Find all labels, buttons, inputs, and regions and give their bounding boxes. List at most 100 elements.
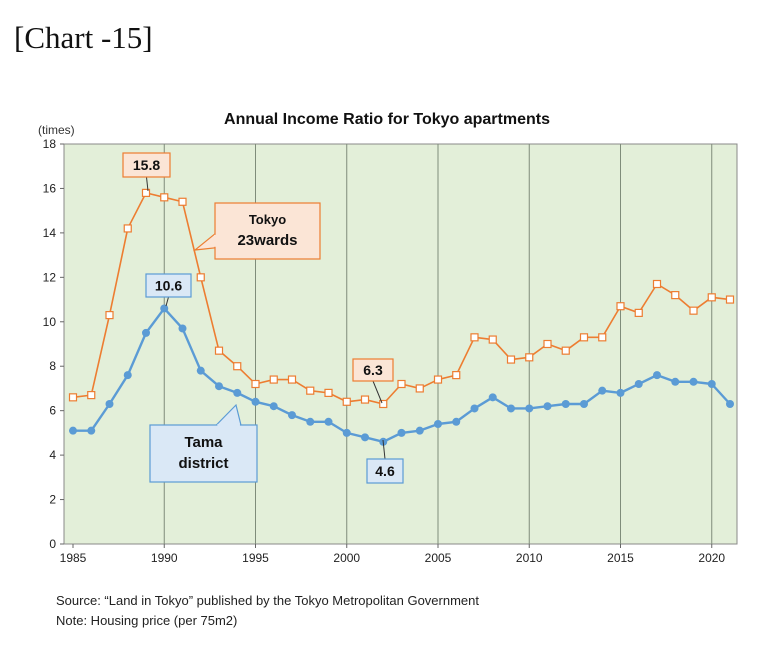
x-tick-label: 2010 [516, 551, 543, 565]
data-label: 4.6 [375, 463, 395, 479]
data-point-tokyo-23wards [634, 308, 643, 317]
data-point-tama-district [215, 382, 223, 391]
data-label: 6.3 [363, 362, 383, 378]
data-label: 15.8 [133, 157, 160, 173]
data-point-tokyo-23wards [579, 333, 589, 342]
data-point-tama-district [689, 377, 698, 386]
data-point-tokyo-23wards [689, 306, 698, 315]
data-point-tokyo-23wards [598, 333, 607, 342]
data-point-tokyo-23wards [269, 375, 278, 384]
data-point-tama-district [397, 428, 406, 437]
data-point-tokyo-23wards [233, 362, 242, 371]
y-tick-label: 4 [49, 448, 56, 462]
x-tick-label: 2020 [698, 551, 725, 565]
data-point-tokyo-23wards [415, 384, 424, 393]
y-tick-label: 12 [43, 270, 57, 284]
data-point-tokyo-23wards [324, 388, 333, 397]
data-point-tokyo-23wards [397, 379, 406, 389]
chart-number-label: [Chart -15] [14, 20, 153, 55]
data-point-tokyo-23wards [707, 293, 716, 302]
y-tick-label: 16 [43, 181, 57, 195]
data-point-tokyo-23wards [488, 335, 497, 344]
data-point-tama-district [105, 400, 114, 408]
data-point-tama-district [434, 420, 442, 428]
x-tick-label: 2005 [425, 551, 452, 565]
data-point-tokyo-23wards [214, 346, 224, 355]
y-tick-label: 6 [49, 404, 56, 418]
data-point-tama-district [653, 371, 661, 380]
data-point-tokyo-23wards [160, 193, 169, 202]
data-point-tama-district [543, 402, 552, 411]
data-point-tama-district [616, 388, 625, 397]
data-point-tokyo-23wards [543, 339, 552, 349]
data-point-tama-district [87, 426, 96, 435]
annotation-leader [165, 296, 169, 307]
data-point-tokyo-23wards [525, 353, 534, 362]
annotation-leader [146, 176, 149, 192]
plot-area [63, 143, 738, 545]
data-point-tokyo-23wards [251, 379, 260, 389]
legend-callout-text: 23wards [237, 232, 297, 249]
data-label: 10.6 [155, 278, 182, 294]
data-point-tama-district [488, 393, 497, 402]
x-tick-label: 2000 [333, 551, 360, 565]
data-point-tokyo-23wards [105, 311, 114, 320]
data-point-tokyo-23wards [433, 375, 443, 384]
data-point-tokyo-23wards [616, 302, 625, 311]
legend-callout-text: Tokyo [249, 212, 286, 227]
y-tick-label: 10 [43, 315, 57, 329]
annotation-box [122, 152, 171, 178]
data-point-tokyo-23wards [123, 224, 132, 233]
data-point-tokyo-23wards [342, 397, 351, 406]
data-point-tokyo-23wards [178, 197, 187, 206]
y-tick-label: 2 [49, 493, 56, 507]
y-tick-label: 18 [43, 137, 57, 151]
data-point-tama-district [580, 400, 588, 408]
data-point-tama-district [598, 386, 607, 395]
housing-price-note: Note: Housing price (per 75m2) [56, 613, 238, 628]
data-point-tama-district [306, 417, 315, 426]
data-point-tokyo-23wards [360, 395, 370, 404]
chart-title: Annual Income Ratio for Tokyo apartments [224, 111, 550, 128]
legend-callout-text: Tama [184, 434, 223, 451]
data-point-tokyo-23wards [506, 355, 516, 364]
y-axis-unit-label: (times) [38, 123, 75, 137]
source-note: Source: “Land in Tokyo” published by the… [56, 593, 479, 608]
data-point-tama-district [324, 417, 333, 426]
data-point-tokyo-23wards [196, 273, 205, 282]
legend-callout-text: district [178, 455, 228, 472]
annotation-box [366, 458, 404, 484]
annotation-leader [382, 439, 386, 460]
data-point-tama-district [178, 324, 187, 333]
annotation-leader [372, 380, 383, 404]
data-point-tama-district [123, 371, 132, 380]
data-point-tokyo-23wards [306, 386, 315, 395]
data-point-tama-district [561, 400, 570, 408]
x-tick-label: 1995 [242, 551, 269, 565]
data-point-tokyo-23wards [725, 295, 735, 304]
data-point-tokyo-23wards [68, 393, 78, 402]
data-point-tama-district [415, 426, 424, 435]
data-point-tokyo-23wards [470, 333, 479, 342]
data-point-tama-district [251, 397, 260, 406]
data-point-tama-district [160, 304, 169, 313]
data-point-tama-district [452, 417, 461, 426]
data-point-tama-district [671, 377, 680, 386]
data-point-tokyo-23wards [561, 346, 570, 355]
data-point-tama-district [233, 388, 242, 397]
data-point-tama-district [342, 428, 351, 437]
x-tick-label: 2015 [607, 551, 634, 565]
data-point-tama-district [269, 402, 278, 411]
data-point-tama-district [196, 366, 205, 375]
y-tick-label: 8 [49, 359, 56, 373]
y-tick-label: 14 [43, 226, 57, 240]
annotation-box [352, 358, 394, 382]
data-point-tama-district [142, 328, 150, 337]
legend-callout-box [214, 202, 321, 260]
data-point-tokyo-23wards [87, 391, 96, 400]
data-point-tama-district [707, 380, 716, 388]
data-point-tokyo-23wards [452, 371, 461, 380]
annotation-box [145, 273, 192, 298]
data-point-tama-district [69, 426, 77, 435]
